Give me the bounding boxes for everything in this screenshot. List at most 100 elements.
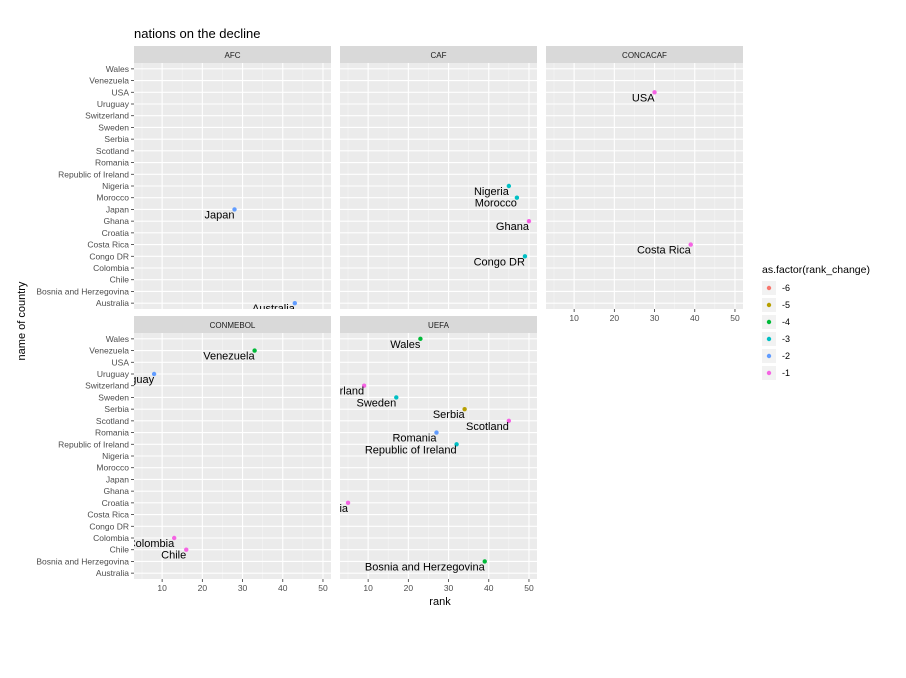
y-tick-label: USA [112,357,130,367]
point-label-republic-of-ireland: Republic of Ireland [365,444,457,456]
y-tick-label: Uruguay [97,99,130,109]
x-tick-label: 30 [238,583,248,593]
data-point-romania [434,430,439,435]
chart-title: nations on the decline [134,26,260,41]
point-label-switzerland: Switzerland [307,386,364,398]
point-label-australia: Australia [252,303,296,315]
data-point-ghana [526,218,532,224]
y-tick-label: Costa Rica [87,240,129,250]
legend-swatch [766,285,772,291]
point-label-costa-rica: Costa Rica [637,245,692,257]
point-label-congo-dr: Congo DR [474,256,525,268]
x-tick-label: 40 [484,583,494,593]
data-point-venezuela [252,348,257,353]
legend: as.factor(rank_change) -6 -5 -4 -3 -2 -1 [762,264,870,380]
point-label-uruguay: Uruguay [113,374,155,386]
point-label-morocco: Morocco [475,198,517,210]
y-tick-label: Australia [96,298,129,308]
facet-strip [340,46,537,63]
y-tick-label: Scotland [96,146,129,156]
x-tick-label: 30 [444,583,454,593]
point-label-scotland: Scotland [466,421,509,433]
y-tick-label: Nigeria [102,451,129,461]
legend-swatch [766,370,772,376]
facet-strip [134,316,331,333]
y-tick-label: Uruguay [97,369,130,379]
point-label-nigeria: Nigeria [474,186,510,198]
panel-points: Japan Australia [205,207,298,315]
y-tick-label: Bosnia and Herzegovina [36,286,129,296]
y-tick-label: Croatia [102,228,130,238]
y-tick-label: Switzerland [85,111,129,121]
y-tick-label: Colombia [93,533,129,543]
y-tick-label: Scotland [96,416,129,426]
point-label-japan: Japan [205,209,235,221]
facet-strip-label: CONMEBOL [210,321,256,330]
x-tick-label: 50 [524,583,534,593]
point-label-sweden: Sweden [357,397,397,409]
data-point-switzerland [361,383,367,388]
point-label-ghana: Ghana [496,221,530,233]
y-tick-label: Morocco [96,193,129,203]
x-tick-label: 20 [198,583,208,593]
y-tick-label: Colombia [93,263,129,273]
facet-strip-label: AFC [225,51,241,60]
legend-label: -1 [782,368,790,378]
legend-label: -5 [782,300,790,310]
point-label-usa: USA [632,92,655,104]
x-tick-label: 40 [278,583,288,593]
y-tick-label: Australia [96,568,129,578]
legend-swatch [766,302,772,308]
y-tick-label: Switzerland [85,381,129,391]
facet-strip [340,316,537,333]
y-tick-label: Venezuela [89,346,129,356]
y-tick-label: Venezuela [89,76,129,86]
panel-concacaf: CONCACAF 10 20 30 40 50 USA Costa Rica [546,46,743,323]
legend-swatch [766,336,772,342]
facet-strip [134,46,331,63]
x-tick-label: 20 [610,313,620,323]
data-point-usa [652,90,657,95]
legend-label: -2 [782,351,790,361]
legend-title: as.factor(rank_change) [762,264,870,276]
data-point-sweden [394,395,399,400]
y-tick-label: Chile [110,545,130,555]
y-tick-label: Japan [106,474,129,484]
facet-strip-label: UEFA [428,321,450,330]
point-label-romania: Romania [392,433,437,445]
point-label-venezuela: Venezuela [203,351,255,363]
point-label-bosnia-and-herzegovina: Bosnia and Herzegovina [365,561,486,573]
y-tick-label: Chile [110,275,130,285]
facet-strip [546,46,743,63]
y-tick-label: Croatia [102,498,130,508]
data-point-chile [184,547,189,552]
y-tick-label: USA [112,87,130,97]
data-point-morocco [514,195,520,200]
legend-label: -4 [782,317,790,327]
y-tick-label: Romania [95,428,129,438]
data-point-nigeria [506,183,512,189]
panel-points: USA Costa Rica [632,90,693,257]
data-point-republic-of-ireland [454,442,459,447]
y-tick-label: Bosnia and Herzegovina [36,556,129,566]
legend-label: -3 [782,334,790,344]
legend-swatch [766,353,772,359]
point-label-colombia: Colombia [128,538,175,550]
data-point-croatia [345,500,351,506]
data-point-congo-dr [522,254,528,259]
x-tick-label: 20 [404,583,414,593]
y-tick-label: Ghana [103,216,129,226]
point-label-croatia: Croatia [313,503,349,515]
data-point-japan [232,207,237,212]
y-tick-label: Republic of Ireland [58,169,129,179]
y-tick-label: Costa Rica [87,510,129,520]
point-label-chile: Chile [161,550,186,562]
y-tick-label: Wales [106,64,129,74]
data-point-australia [292,300,298,306]
